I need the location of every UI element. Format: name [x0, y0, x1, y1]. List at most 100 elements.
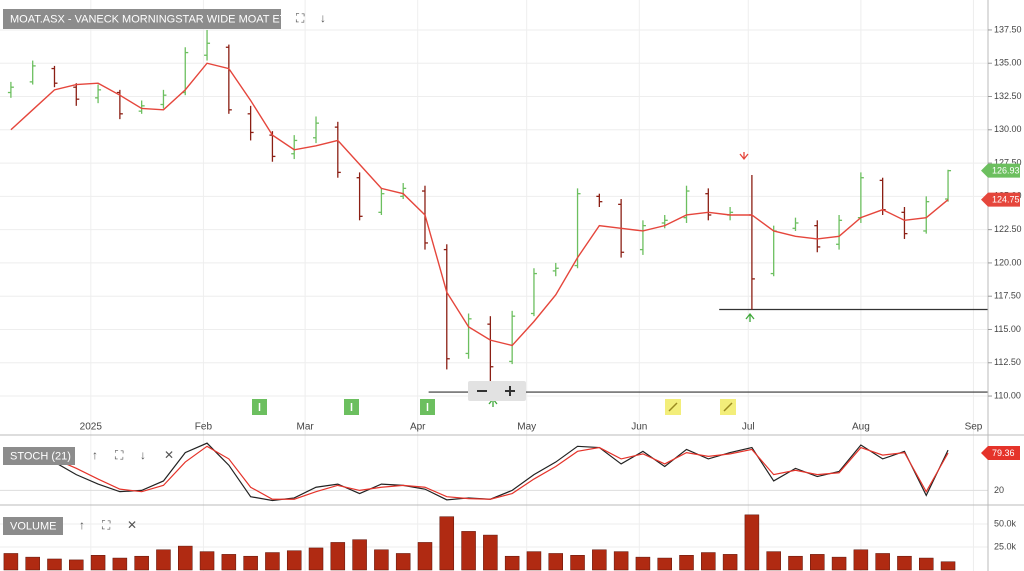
y-tick-label: 132.50 [994, 91, 1022, 101]
fullscreen-icon[interactable]: ⛶ [295, 11, 305, 25]
volume-bar [3, 553, 19, 571]
volume-bar [483, 534, 498, 571]
move-up-icon[interactable]: ↑ [92, 448, 98, 462]
volume-bar [156, 549, 171, 571]
volume-bar [592, 549, 607, 571]
volume-bar [308, 547, 324, 571]
y-tick-label: 117.50 [994, 291, 1021, 301]
volume-bar [504, 555, 520, 571]
volume-bar [810, 554, 825, 571]
chart-title: MOAT.ASX - VANECK MORNINGSTAR WIDE MOAT … [10, 13, 293, 25]
note-glyph [723, 402, 733, 412]
volume-bar [178, 545, 193, 571]
volume-bar [722, 554, 738, 571]
moving-average [10, 62, 949, 347]
volume-bar [657, 557, 672, 571]
y-tick-label: 20 [994, 485, 1004, 495]
volume-bar [69, 559, 84, 571]
y-tick-label: 127.50 [994, 157, 1022, 167]
volume-bar [243, 555, 258, 571]
volume-bar [330, 542, 346, 571]
volume-bar [875, 553, 890, 571]
x-tick-label: Jul [742, 422, 755, 433]
stoch-title-box [3, 447, 75, 465]
volume-bar [788, 555, 803, 571]
y-tick-label: 25.0k [994, 541, 1017, 551]
fullscreen-icon[interactable]: ⛶ [114, 448, 124, 462]
volume-bar [395, 553, 411, 571]
title-box [3, 9, 281, 29]
marks [3, 29, 988, 571]
volume-bar [90, 555, 106, 571]
volume-bar [47, 558, 62, 571]
y-tick-label: 112.50 [994, 357, 1021, 367]
move-up-icon[interactable]: ↑ [79, 518, 85, 532]
stoch-line [10, 445, 949, 500]
volume-bar [199, 551, 215, 571]
buy-arrow [745, 312, 755, 322]
volume-bar [701, 552, 716, 571]
volume-bar [134, 555, 149, 571]
y-tick-label: 137.50 [994, 24, 1022, 34]
x-tick-label: Aug [852, 422, 870, 433]
event-markers [252, 152, 755, 415]
price-badge [981, 192, 1020, 207]
volume-bar [352, 539, 367, 571]
zoom-control [468, 381, 526, 401]
volume-bar [570, 555, 585, 571]
volume-bar [286, 550, 302, 571]
volume-bar [940, 561, 956, 571]
y-tick-label: 50.0k [994, 518, 1017, 528]
volume-bar [766, 551, 781, 571]
volume-bar [744, 514, 760, 571]
fullscreen-icon[interactable]: ⛶ [101, 518, 111, 532]
x-tick-label: Mar [297, 422, 315, 433]
volume-bar [635, 556, 651, 571]
volume-bar [265, 552, 280, 571]
volume-bar [919, 557, 934, 571]
note-glyph [668, 402, 678, 412]
price-badge-label: 124.75 [992, 195, 1020, 205]
move-down-icon[interactable]: ↓ [140, 448, 146, 462]
price-badge-label: 79.36 [992, 448, 1015, 458]
volume-bar [831, 556, 847, 571]
volume-title-box [3, 517, 63, 535]
volume-bar [374, 549, 389, 571]
volume-bar [221, 554, 237, 571]
move-down-icon[interactable]: ↓ [320, 11, 326, 25]
price-badge [981, 446, 1020, 461]
y-tick-label: 120.00 [994, 257, 1022, 267]
x-tick-label: May [517, 422, 536, 433]
x-tick-label: Sep [965, 422, 983, 433]
price-badge-label: 126.93 [992, 166, 1020, 176]
close-icon[interactable]: ✕ [164, 448, 174, 462]
volume-bar [461, 531, 476, 571]
volume-bar [439, 516, 455, 571]
y-tick-label: 135.00 [994, 58, 1022, 68]
x-tick-label: 2025 [80, 422, 103, 433]
volume-bar [853, 549, 869, 571]
y-tick-label: 122.50 [994, 224, 1022, 234]
volume-bar [897, 555, 912, 571]
volume-bar [679, 555, 694, 571]
price-badge [981, 163, 1020, 178]
volume-bar [25, 556, 40, 571]
x-tick-label: Apr [410, 422, 426, 433]
volume-bar [526, 551, 542, 571]
y-tick-label: 115.00 [994, 324, 1021, 334]
y-tick-label: 110.00 [994, 390, 1021, 400]
x-tick-label: Feb [195, 422, 213, 433]
volume-bar [417, 542, 433, 571]
x-tick-label: Jun [631, 422, 647, 433]
volume-bar [548, 553, 563, 571]
volume-bar [112, 557, 128, 571]
volume-title: VOLUME [10, 520, 56, 532]
sell-arrow [739, 152, 749, 161]
y-tick-label: 130.00 [994, 124, 1022, 134]
volume-bar [613, 551, 629, 571]
close-icon[interactable]: ✕ [127, 518, 137, 532]
stoch-title: STOCH (21) [10, 450, 71, 462]
